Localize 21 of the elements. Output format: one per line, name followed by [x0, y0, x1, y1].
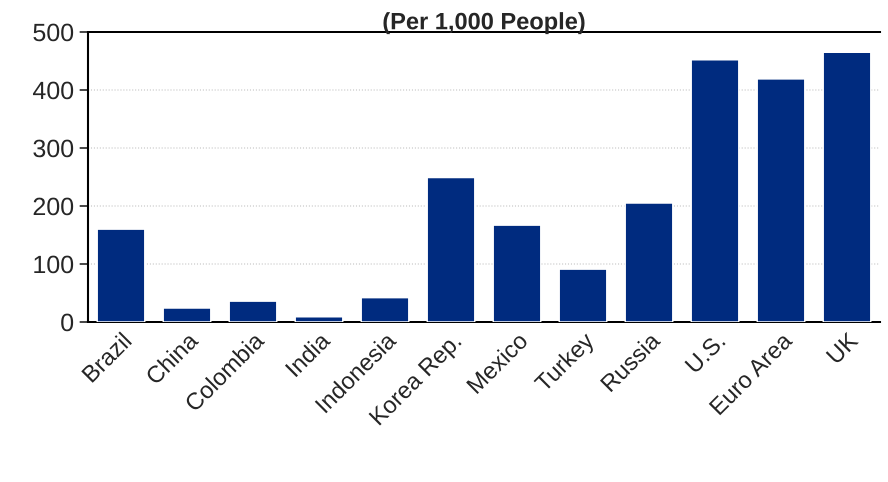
x-tick-label: U.S.	[684, 332, 726, 374]
bar	[426, 176, 476, 322]
bar	[294, 316, 344, 322]
bar	[162, 307, 212, 322]
bar	[558, 268, 608, 322]
x-tick-label: UK	[826, 331, 860, 364]
bar	[624, 202, 674, 322]
bar	[96, 228, 146, 322]
y-tick-label: 200	[34, 198, 74, 216]
y-tick-label: 500	[33, 24, 74, 42]
bar	[228, 300, 278, 322]
bar	[360, 296, 410, 322]
bar	[822, 52, 872, 322]
bar	[492, 224, 542, 322]
bar	[756, 78, 806, 322]
y-tick-label: 400	[32, 82, 74, 100]
y-tick-label: 0	[61, 314, 74, 332]
y-tick-label: 100	[34, 256, 74, 274]
chart-title: (Per 1,000 People)	[383, 12, 585, 34]
y-tick-label: 300	[33, 140, 74, 158]
bar	[690, 59, 740, 322]
